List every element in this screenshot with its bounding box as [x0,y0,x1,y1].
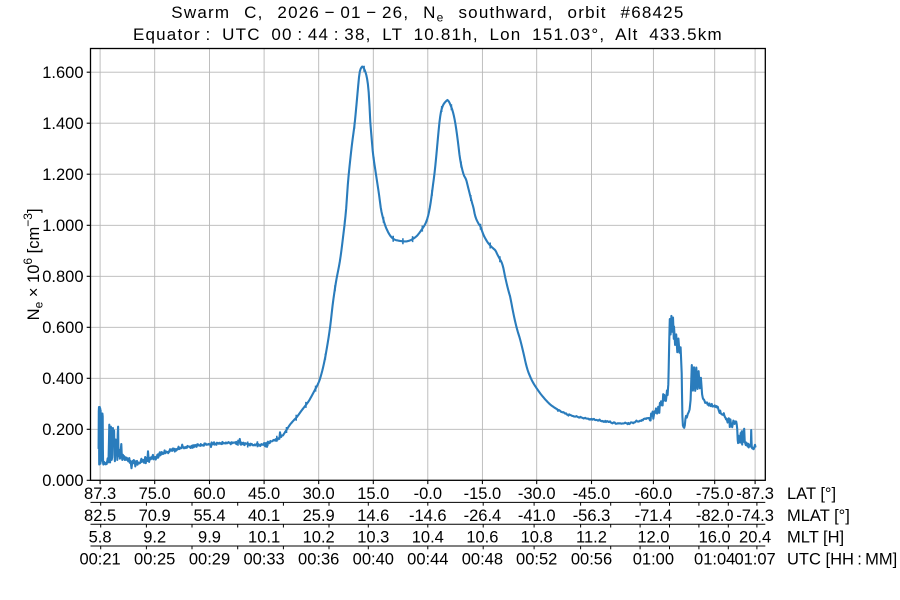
svg-text:10.6: 10.6 [466,529,498,547]
svg-text:-87.3: -87.3 [736,485,774,503]
svg-text:-45.0: -45.0 [573,485,611,503]
svg-text:0.000: 0.000 [42,472,83,490]
svg-text:-30.0: -30.0 [518,485,556,503]
svg-text:70.9: 70.9 [139,507,171,525]
svg-text:00:44: 00:44 [407,550,448,568]
svg-text:0.400: 0.400 [42,370,83,388]
svg-text:-41.0: -41.0 [518,507,556,525]
svg-text:-0.0: -0.0 [414,485,442,503]
svg-text:75.0: 75.0 [139,485,171,503]
svg-text:-60.0: -60.0 [635,485,673,503]
svg-text:MLAT [°]: MLAT [°] [787,507,850,525]
svg-text:01:07: 01:07 [734,550,775,568]
svg-text:12.0: 12.0 [637,529,669,547]
svg-text:82.5: 82.5 [84,507,116,525]
svg-text:01:00: 01:00 [633,550,674,568]
svg-text:15.0: 15.0 [357,485,389,503]
svg-text:10.8: 10.8 [521,529,553,547]
svg-text:00:56: 00:56 [571,550,612,568]
svg-text:20.4: 20.4 [739,529,771,547]
svg-text:40.1: 40.1 [248,507,280,525]
svg-text:LAT [°]: LAT [°] [787,485,836,503]
svg-text:25.9: 25.9 [303,507,335,525]
svg-text:1.400: 1.400 [42,115,83,133]
svg-text:10.2: 10.2 [303,529,335,547]
svg-text:1.200: 1.200 [42,166,83,184]
svg-text:-15.0: -15.0 [464,485,502,503]
svg-text:01:04: 01:04 [694,550,735,568]
svg-text:00:52: 00:52 [516,550,557,568]
svg-text:30.0: 30.0 [303,485,335,503]
svg-text:MLT [H]: MLT [H] [787,529,844,547]
svg-text:-56.3: -56.3 [573,507,611,525]
svg-text:9.9: 9.9 [198,529,221,547]
svg-text:1.600: 1.600 [42,64,83,82]
svg-text:55.4: 55.4 [193,507,225,525]
svg-text:45.0: 45.0 [248,485,280,503]
svg-text:10.3: 10.3 [357,529,389,547]
svg-text:Swarm C, 2026 − 01 − 26, Ne: Swarm C, 2026 − 01 − 26, Ne southward, o… [171,3,684,25]
svg-text:00:33: 00:33 [243,550,284,568]
svg-text:87.3: 87.3 [84,485,116,503]
svg-text:-74.3: -74.3 [736,507,774,525]
svg-text:00:25: 00:25 [134,550,175,568]
svg-text:-26.4: -26.4 [464,507,502,525]
svg-text:Equator : UTC 00 : 44 : 38,: Equator : UTC 00 : 44 : 38, LT 10.81h, L… [133,25,723,44]
svg-text:-14.6: -14.6 [409,507,447,525]
svg-text:00:48: 00:48 [462,550,503,568]
svg-text:00:21: 00:21 [79,550,120,568]
svg-text:0.800: 0.800 [42,268,83,286]
svg-text:10.4: 10.4 [412,529,444,547]
svg-text:11.2: 11.2 [576,529,607,547]
svg-text:10.1: 10.1 [248,529,280,547]
svg-text:5.8: 5.8 [89,529,112,547]
svg-text:16.0: 16.0 [699,529,731,547]
svg-text:UTC [HH : MM]: UTC [HH : MM] [787,550,897,568]
svg-text:14.6: 14.6 [357,507,389,525]
svg-text:-75.0: -75.0 [696,485,734,503]
svg-text:0.600: 0.600 [42,319,83,337]
svg-text:00:40: 00:40 [353,550,394,568]
svg-text:00:36: 00:36 [298,550,339,568]
svg-text:-82.0: -82.0 [696,507,734,525]
svg-text:0.200: 0.200 [42,421,83,439]
svg-text:9.2: 9.2 [143,529,166,547]
svg-text:1.000: 1.000 [42,217,83,235]
svg-text:-71.4: -71.4 [635,507,673,525]
svg-text:60.0: 60.0 [193,485,225,503]
svg-text:Ne × 106 [cm−3]: Ne × 106 [cm−3] [21,208,46,320]
svg-text:00:29: 00:29 [189,550,230,568]
